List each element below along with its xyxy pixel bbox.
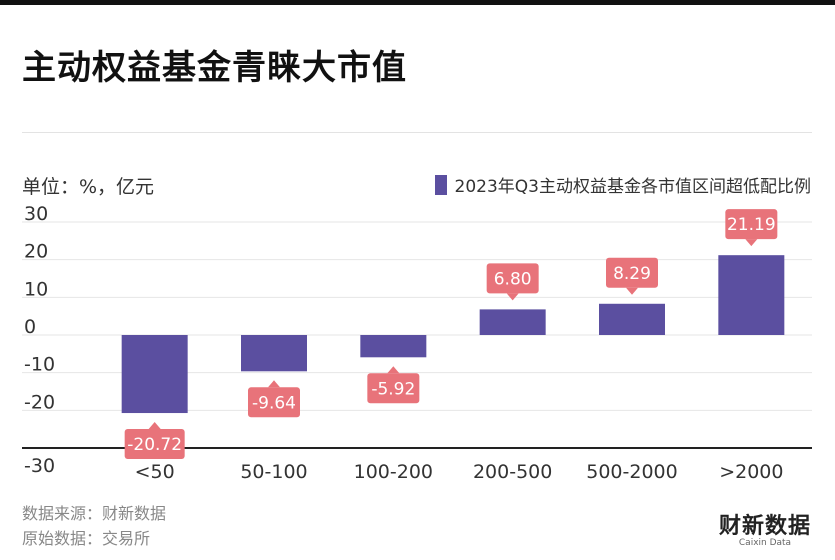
x-tick-label: <50 bbox=[135, 461, 175, 483]
data-label: 21.19 bbox=[727, 215, 776, 235]
data-label-box bbox=[248, 387, 300, 418]
x-tick-label: 500-2000 bbox=[586, 461, 677, 483]
bar bbox=[599, 303, 665, 335]
data-label-box bbox=[486, 263, 539, 294]
legend-swatch bbox=[434, 174, 447, 195]
page-title: 主动权益基金青睐大市值 bbox=[22, 48, 407, 88]
legend-label: 2023年Q3主动权益基金各市值区间超低配比例 bbox=[454, 177, 811, 197]
logo-text: 财新数据 bbox=[718, 514, 811, 539]
data-label-box bbox=[725, 209, 778, 240]
y-tick-label: 0 bbox=[24, 316, 36, 338]
top-rule bbox=[0, 0, 835, 5]
data-label-box bbox=[606, 257, 658, 288]
y-tick-label: -30 bbox=[24, 455, 55, 477]
y-tick-label: -10 bbox=[24, 354, 55, 376]
x-tick-label: 50-100 bbox=[240, 461, 307, 483]
data-source: 数据来源：财新数据 bbox=[22, 504, 167, 523]
y-tick-label: -20 bbox=[24, 391, 55, 413]
bar bbox=[121, 335, 188, 414]
bar bbox=[479, 309, 546, 335]
data-label: -9.64 bbox=[252, 393, 296, 413]
data-label-pointer bbox=[387, 366, 400, 374]
unit-label: 单位：%，亿元 bbox=[22, 176, 155, 198]
caixin-data-logo: 财新数据 Caixin Data bbox=[719, 508, 811, 548]
data-label-pointer bbox=[268, 380, 280, 388]
data-label-pointer bbox=[506, 293, 519, 301]
data-label-pointer bbox=[148, 422, 161, 430]
original-data-source: 原始数据：交易所 bbox=[22, 529, 151, 548]
y-tick-label: 20 bbox=[24, 241, 48, 263]
y-tick-label: 30 bbox=[24, 203, 48, 225]
x-tick-label: 100-200 bbox=[354, 461, 433, 483]
data-label: -5.92 bbox=[371, 379, 415, 399]
bar bbox=[718, 255, 785, 335]
y-tick-label: 10 bbox=[24, 278, 48, 300]
data-label-pointer bbox=[626, 287, 638, 295]
data-label: 8.29 bbox=[613, 264, 651, 284]
title-divider bbox=[22, 132, 812, 133]
logo-subtext: Caixin Data bbox=[738, 538, 792, 548]
legend: 2023年Q3主动权益基金各市值区间超低配比例 bbox=[434, 172, 811, 197]
data-label: 6.80 bbox=[494, 269, 532, 289]
x-tick-label: 200-500 bbox=[473, 461, 552, 483]
bar bbox=[241, 335, 307, 372]
data-label-box bbox=[124, 429, 185, 460]
bar bbox=[360, 335, 427, 358]
data-label-pointer bbox=[745, 239, 758, 247]
data-label-box bbox=[367, 373, 420, 404]
x-tick-label: >2000 bbox=[719, 461, 783, 483]
data-label: -20.72 bbox=[127, 435, 182, 455]
